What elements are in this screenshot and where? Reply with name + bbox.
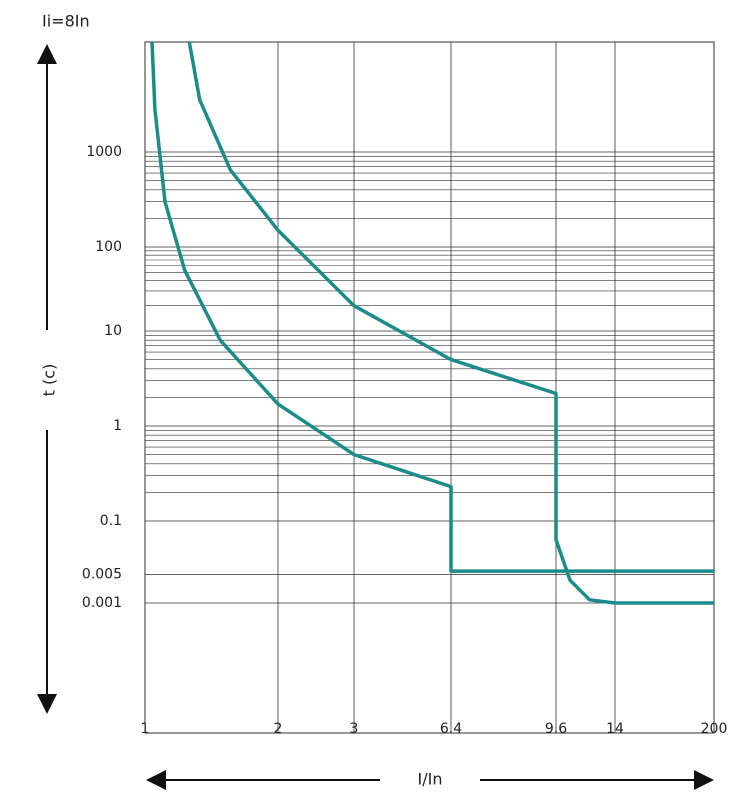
y-tick-label: 1000	[86, 144, 122, 160]
y-tick-label: 0.001	[82, 595, 122, 611]
y-tick-label: 100	[95, 239, 122, 255]
x-axis-label: I/In	[418, 770, 443, 789]
y-tick-label: 1	[113, 418, 122, 434]
y-tick-label: 0.1	[100, 513, 122, 529]
series-line	[187, 41, 714, 605]
y-tick-label: 0.005	[82, 566, 122, 582]
y-axis-label: t (c)	[40, 364, 59, 397]
series-line	[150, 41, 714, 573]
plot-frame	[144, 41, 715, 734]
chart-title: Ii=8In	[42, 12, 90, 31]
y-tick-label: 10	[104, 323, 122, 339]
